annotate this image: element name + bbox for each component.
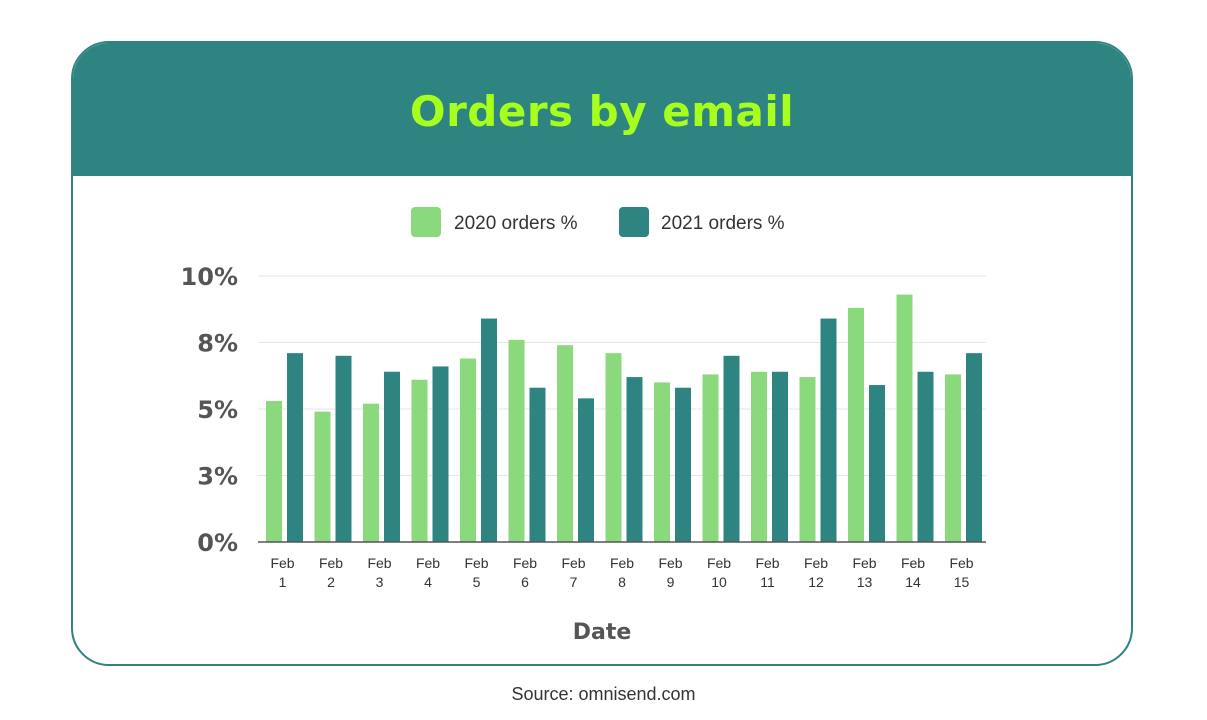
legend-swatch <box>411 207 441 237</box>
chart-card: Orders by email <box>71 41 1133 666</box>
bar-series-1 <box>702 374 719 542</box>
bar-series-2 <box>675 387 691 542</box>
x-tick-label: Feb 9 <box>658 555 682 590</box>
bar-series-1 <box>654 382 670 542</box>
bar-series-2 <box>432 366 449 542</box>
bar-series-1 <box>314 411 331 542</box>
bar-series-1 <box>848 307 864 542</box>
y-tick-label: 10% <box>181 263 238 291</box>
x-tick-label: Feb 8 <box>610 555 634 590</box>
x-tick-label: Feb 5 <box>464 555 488 590</box>
chart-title: Orders by email <box>409 87 795 136</box>
x-tick-label: Feb 11 <box>755 555 779 590</box>
x-tick-label: Feb 13 <box>852 555 876 590</box>
x-tick-label: Feb 6 <box>513 555 537 590</box>
bar-series-1 <box>508 339 525 542</box>
x-tick-label: Feb 14 <box>901 555 925 590</box>
bar-series-1 <box>363 403 379 542</box>
bar-series-2 <box>723 355 740 542</box>
bar-series-2 <box>869 385 885 542</box>
bar-series-1 <box>411 379 428 542</box>
x-tick-label: Feb 1 <box>270 555 294 590</box>
legend-label: 2020 orders % <box>454 213 578 234</box>
bar-series-1 <box>460 358 476 542</box>
bar-series-2 <box>917 371 934 542</box>
bar-series-2 <box>772 371 788 542</box>
bar-series-2 <box>384 371 400 542</box>
source-note: Source: omnisend.com <box>511 684 696 704</box>
x-tick-label: Feb 3 <box>367 555 391 590</box>
bar-series-1 <box>799 377 816 542</box>
bar-series-2 <box>820 318 837 542</box>
x-tick-label: Feb 12 <box>804 555 828 590</box>
bar-series-1 <box>945 374 961 542</box>
x-tick-label: Feb 15 <box>949 555 973 590</box>
legend-label: 2021 orders % <box>661 213 785 234</box>
bar-series-2 <box>626 377 643 542</box>
bar-series-1 <box>266 401 282 542</box>
y-tick-label: 5% <box>197 396 238 424</box>
x-tick-label: Feb 4 <box>416 555 440 590</box>
bar-series-2 <box>335 355 352 542</box>
x-tick-label: Feb 10 <box>707 555 731 590</box>
bar-series-1 <box>557 345 573 542</box>
legend-swatch <box>619 207 649 237</box>
bar-series-2 <box>287 353 303 542</box>
bar-series-1 <box>605 353 622 542</box>
x-tick-label: Feb 7 <box>561 555 585 590</box>
bar-series-1 <box>751 371 767 542</box>
bar-series-2 <box>578 398 594 542</box>
chart-header: Orders by email <box>73 43 1131 176</box>
bar-series-2 <box>966 353 982 542</box>
bar-series-1 <box>896 294 913 542</box>
bar-series-2 <box>481 318 497 542</box>
y-tick-label: 0% <box>197 529 238 557</box>
y-tick-label: 3% <box>197 463 238 491</box>
bar-series-2 <box>529 387 546 542</box>
y-tick-label: 8% <box>197 330 238 358</box>
x-tick-label: Feb 2 <box>319 555 343 590</box>
x-axis-title: Date <box>573 620 632 645</box>
